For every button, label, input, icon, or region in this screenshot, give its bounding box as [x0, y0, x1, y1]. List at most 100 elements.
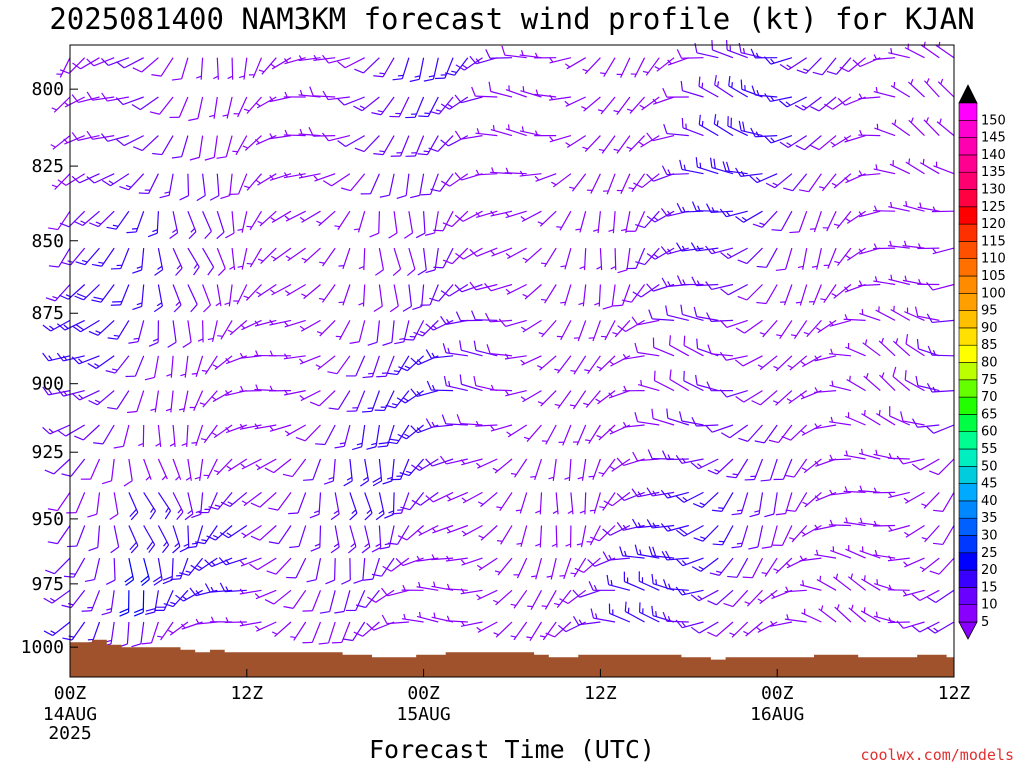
- wind-barb: [772, 525, 793, 546]
- wind-barb: [284, 283, 307, 297]
- wind-barb: [138, 173, 159, 195]
- y-tick-label: 950: [31, 509, 64, 530]
- wind-barb: [789, 525, 808, 543]
- wind-barb: [534, 52, 557, 59]
- wind-barb: [354, 211, 366, 233]
- wind-barb: [744, 458, 764, 481]
- colorbar-swatch: [958, 448, 978, 467]
- wind-barb: [50, 135, 71, 150]
- wind-barb: [775, 492, 793, 516]
- wind-barb: [539, 621, 557, 641]
- wind-barb: [596, 355, 616, 372]
- wind-barb: [690, 242, 719, 252]
- y-tick-label: 800: [31, 79, 64, 100]
- wind-barb: [489, 384, 513, 392]
- wind-barb: [572, 616, 601, 626]
- wind-barb: [444, 57, 469, 76]
- wind-barb: [157, 525, 170, 554]
- wind-barb: [653, 370, 675, 392]
- wind-barb: [298, 55, 321, 62]
- colorbar-swatch: [958, 465, 978, 484]
- wind-barb: [184, 492, 194, 521]
- wind-barb: [662, 450, 689, 461]
- wind-barb: [839, 57, 866, 73]
- wind-barb: [661, 277, 689, 288]
- wind-barb: [299, 319, 321, 332]
- wind-barb: [660, 489, 689, 499]
- wind-barb: [171, 135, 189, 159]
- wind-barb: [172, 247, 183, 276]
- wind-barb: [189, 587, 218, 597]
- wind-barb: [626, 96, 646, 114]
- colorbar-label: 40: [981, 494, 998, 509]
- wind-barb: [341, 558, 351, 585]
- wind-barb: [711, 40, 734, 59]
- wind-barb: [109, 492, 119, 521]
- colorbar-swatch: [958, 569, 978, 588]
- wind-barb: [661, 165, 689, 176]
- wind-barb: [172, 525, 181, 554]
- wind-barb: [249, 557, 277, 571]
- wind-barb: [334, 590, 351, 614]
- wind-barb: [316, 210, 336, 227]
- wind-barb: [153, 284, 163, 313]
- wind-barb: [196, 57, 204, 80]
- wind-barb: [574, 557, 601, 574]
- wind-barb: [240, 458, 262, 470]
- wind-barb: [660, 207, 689, 217]
- colorbar-swatch: [958, 344, 978, 363]
- wind-barb: [531, 557, 543, 580]
- wind-barb: [302, 590, 322, 612]
- wind-barb: [315, 355, 336, 370]
- colorbar-swatch: [958, 189, 978, 208]
- wind-barb: [540, 247, 557, 268]
- wind-barb: [127, 390, 145, 414]
- wind-barb: [772, 390, 793, 406]
- wind-barb: [764, 93, 793, 103]
- wind-barb: [270, 283, 292, 296]
- wind-barb: [564, 57, 587, 70]
- wind-barb: [239, 352, 262, 359]
- wind-barb: [501, 45, 527, 59]
- wind-barb: [71, 355, 100, 365]
- wind-barb: [706, 312, 734, 322]
- wind-barb: [154, 247, 164, 276]
- wind-barb: [323, 458, 336, 485]
- wind-barb: [181, 424, 189, 447]
- wind-barb: [132, 248, 145, 274]
- wind-barb: [770, 589, 793, 600]
- wind-barb: [819, 173, 837, 192]
- wind-barb: [498, 318, 527, 328]
- wind-barb: [858, 448, 881, 460]
- wind-barb: [143, 492, 156, 520]
- wind-barb: [476, 557, 498, 571]
- wind-barb: [779, 57, 808, 71]
- y-tick-label: 875: [31, 303, 64, 324]
- colorbar-label: 140: [981, 148, 1006, 163]
- wind-barb: [814, 549, 837, 559]
- wind-barb: [921, 491, 940, 509]
- wind-barb: [683, 335, 704, 357]
- wind-barb: [735, 167, 763, 177]
- wind-barb: [359, 458, 370, 487]
- wind-barb: [582, 135, 601, 152]
- wind-barb: [123, 458, 133, 487]
- wind-barb: [219, 582, 247, 593]
- wind-barb: [360, 173, 380, 195]
- wind-barb: [128, 492, 139, 521]
- wind-barb: [298, 128, 321, 137]
- wind-barb: [132, 284, 145, 311]
- wind-barb: [213, 458, 233, 476]
- wind-barb: [455, 247, 483, 260]
- wind-barb: [911, 621, 940, 633]
- wind-barb: [796, 57, 822, 74]
- wind-barb: [693, 525, 719, 542]
- wind-barb: [843, 314, 866, 321]
- wind-barb: [237, 247, 248, 270]
- wind-barb: [371, 557, 395, 577]
- wind-barb: [322, 173, 351, 187]
- wind-barb: [786, 390, 808, 404]
- wind-barb: [565, 525, 572, 548]
- wind-barb: [243, 96, 262, 114]
- wind-barb: [149, 96, 174, 115]
